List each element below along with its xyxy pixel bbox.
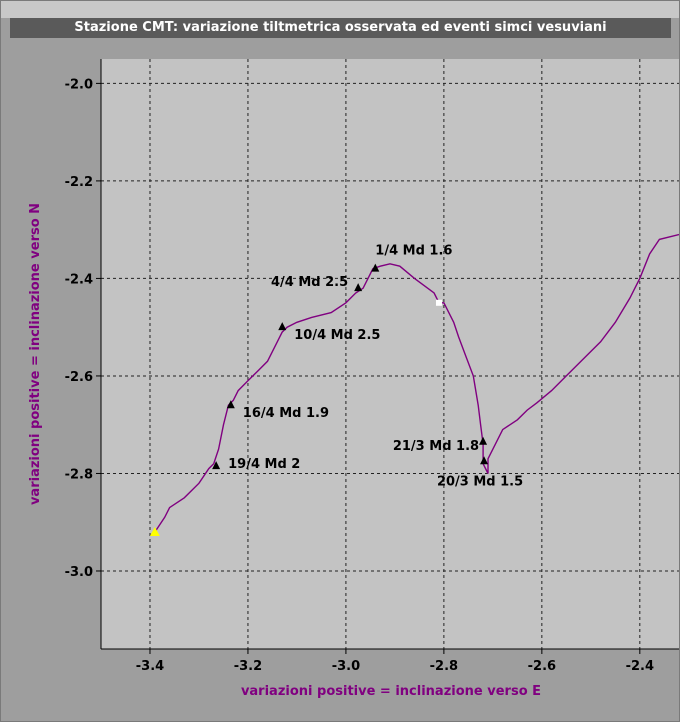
end-marker (435, 299, 442, 306)
y-tick-label: -3.0 (65, 565, 93, 580)
y-tick-label: -2.4 (65, 272, 93, 287)
event-marker (371, 263, 380, 272)
y-tick-label: -2.8 (65, 467, 93, 482)
x-tick-label: -2.6 (528, 659, 556, 674)
event-label: 20/3 Md 1.5 (437, 474, 523, 489)
y-axis-label: variazioni positive = inclinazione verso… (28, 203, 43, 505)
x-tick-label: -2.4 (626, 659, 654, 674)
event-marker (480, 456, 489, 465)
event-marker (354, 283, 363, 292)
x-axis-label: variazioni positive = inclinazione verso… (241, 684, 541, 699)
x-tick-label: -3.2 (234, 659, 262, 674)
event-label: 4/4 Md 2.5 (271, 275, 348, 290)
x-tick-label: -3.0 (332, 659, 360, 674)
event-label: 19/4 Md 2 (228, 457, 300, 472)
top-strip (1, 1, 679, 18)
start-marker (149, 526, 160, 536)
event-label: 16/4 Md 1.9 (243, 406, 329, 421)
x-tick-label: -3.4 (136, 659, 164, 674)
event-marker (226, 400, 235, 409)
x-tick-label: -2.8 (430, 659, 458, 674)
event-marker (278, 322, 287, 331)
event-label: 1/4 Md 1.6 (375, 244, 452, 259)
chart-title: Stazione CMT: variazione tiltmetrica oss… (10, 18, 671, 38)
plot-area (101, 59, 679, 649)
event-marker (479, 436, 488, 445)
y-tick-label: -2.6 (65, 370, 93, 385)
event-label: 10/4 Md 2.5 (294, 328, 380, 343)
event-marker (212, 461, 221, 470)
y-tick-label: -2.0 (65, 77, 93, 92)
y-tick-label: -2.2 (65, 175, 93, 190)
event-label: 21/3 Md 1.8 (393, 439, 479, 454)
